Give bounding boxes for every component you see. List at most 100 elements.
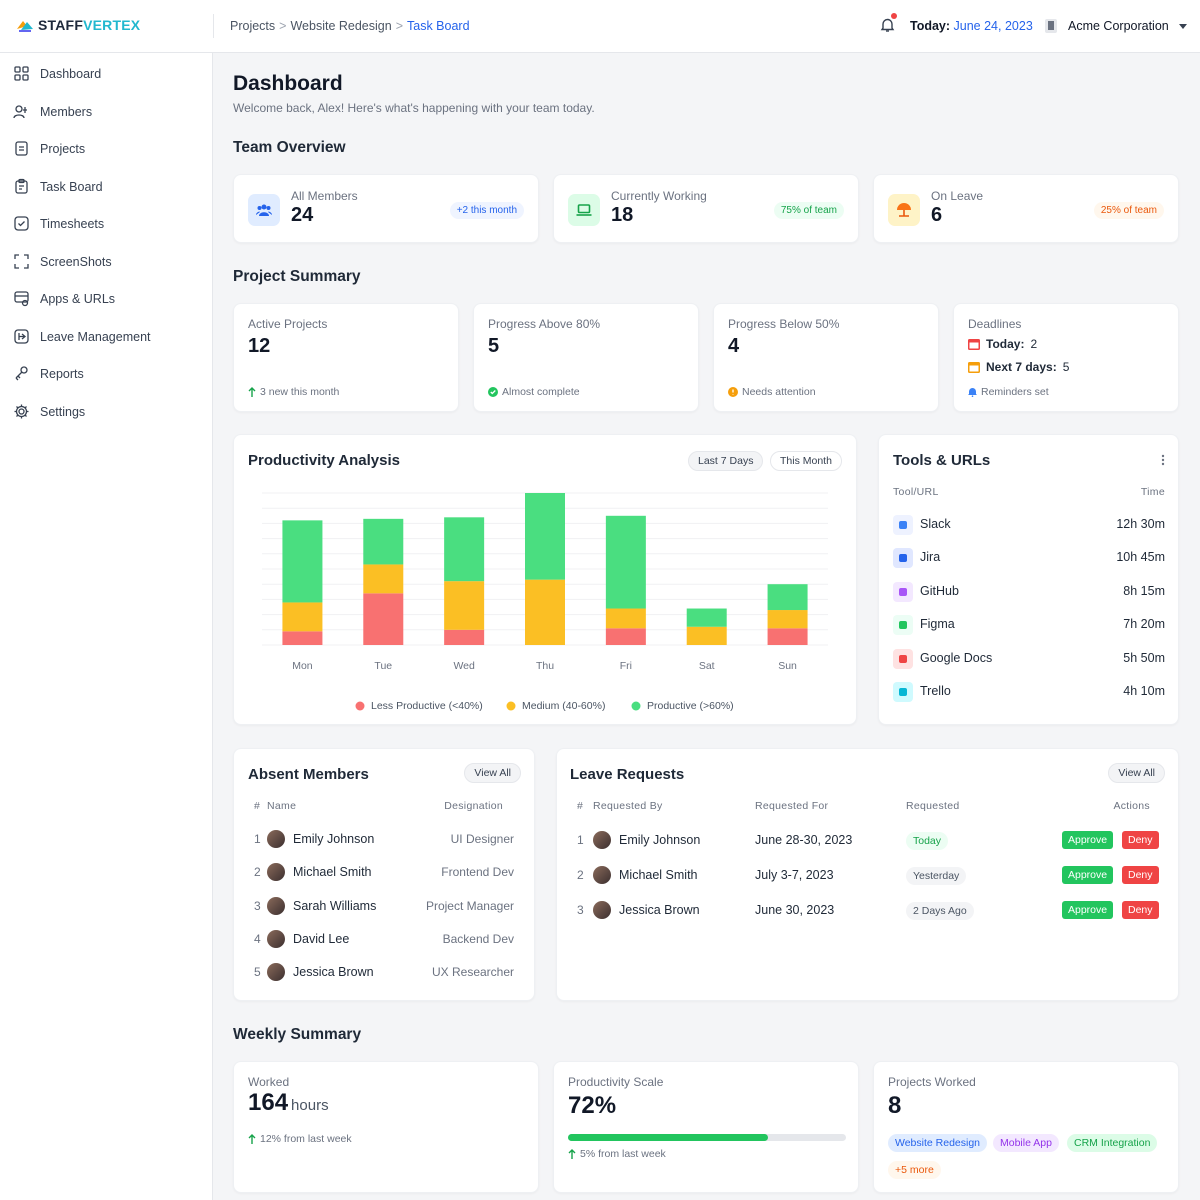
leave-requests-card: Leave Requests View All # Requested By R… <box>556 748 1179 1001</box>
requested-for: July 3-7, 2023 <box>755 868 834 882</box>
today-label: Today: <box>910 19 951 33</box>
card-productivity-scale[interactable]: Productivity Scale 72% 5% from last week <box>553 1061 859 1193</box>
tool-icon-dot <box>899 688 907 696</box>
tab-last-7-days[interactable]: Last 7 Days <box>688 451 764 471</box>
absent-row[interactable]: 2 Michael Smith Frontend Dev <box>254 863 514 883</box>
org-selector[interactable]: Acme Corporation <box>1044 18 1187 34</box>
card-deadlines[interactable]: Deadlines Today: 2 Next 7 days: 5 Reminder… <box>953 303 1179 412</box>
absent-title: Absent Members <box>248 766 369 783</box>
leave-title: Leave Requests <box>570 766 685 783</box>
breadcrumb-current[interactable]: Task Board <box>407 19 470 33</box>
tool-icon <box>893 548 913 569</box>
sidebar-item-screenshots[interactable]: ScreenShots <box>13 253 112 270</box>
card-projects-worked[interactable]: Projects Worked 8 Website Redesign Mobil… <box>873 1061 1179 1193</box>
tab-this-month[interactable]: This Month <box>770 451 842 471</box>
sidebar-item-label: Reports <box>40 366 84 381</box>
leave-row: 2 Michael Smith July 3-7, 2023 Yesterday… <box>577 865 1159 887</box>
tools-col-name: Tool/URL <box>893 486 939 498</box>
member-name: Michael Smith <box>293 865 372 880</box>
avatar <box>593 831 611 849</box>
reports-icon <box>15 366 28 381</box>
card-footer: Reminders set <box>968 386 1049 398</box>
tool-row[interactable]: Google Docs 5h 50m <box>893 648 1165 669</box>
card-progress-above[interactable]: Progress Above 80% 5 Almost complete <box>473 303 699 412</box>
breadcrumb-website-redesign[interactable]: Website Redesign <box>290 19 392 33</box>
card-worked[interactable]: Worked 164 hours 12% from last week <box>233 1061 539 1193</box>
progress-track <box>568 1134 846 1141</box>
bar-segment <box>444 517 485 582</box>
absent-col-designation: Designation <box>444 800 503 812</box>
sidebar-item-reports[interactable]: Reports <box>13 365 84 382</box>
notification-bell[interactable] <box>880 13 897 36</box>
tool-row[interactable]: Slack 12h 30m <box>893 515 1165 535</box>
absent-row[interactable]: 1 Emily Johnson UI Designer <box>254 830 514 850</box>
tool-row[interactable]: Figma 7h 20m <box>893 615 1165 636</box>
sidebar-item-projects[interactable]: Projects <box>13 140 85 157</box>
bar-segment <box>767 628 808 645</box>
absent-row[interactable]: 4 David Lee Backend Dev <box>254 929 514 950</box>
card-all-members[interactable]: All Members 24 +2 this month <box>233 174 539 243</box>
sidebar-item-members[interactable]: Members <box>13 103 92 120</box>
bar-segment <box>363 518 404 565</box>
leave-row: 3 Jessica Brown June 30, 2023 2 Days Ago… <box>577 900 1159 922</box>
check-square-icon <box>14 216 29 231</box>
tool-name: Jira <box>920 550 941 565</box>
x-tick-label: Fri <box>620 660 632 672</box>
users-icon <box>13 105 27 119</box>
breadcrumb-separator: > <box>395 19 403 33</box>
leave-view-all-button[interactable]: View All <box>1108 763 1165 783</box>
tool-row[interactable]: GitHub 8h 15m <box>893 581 1165 602</box>
sidebar-item-settings[interactable]: Settings <box>13 403 85 420</box>
card-label: Deadlines <box>968 317 1022 331</box>
projects-value: 8 <box>888 1092 902 1119</box>
member-name: Emily Johnson <box>293 832 375 846</box>
x-tick-label: Sun <box>778 660 797 672</box>
approve-button[interactable]: Approve <box>1062 866 1114 884</box>
brand-logo[interactable]: STAFF VERTEX <box>16 17 140 33</box>
absent-row[interactable]: 5 Jessica Brown UX Researcher <box>254 963 514 983</box>
productivity-card: Productivity Analysis Last 7 Days This M… <box>233 434 857 725</box>
requested-for: June 30, 2023 <box>755 903 835 917</box>
deadline-next-label: Next 7 days: <box>986 360 1057 374</box>
member-name: Sarah Williams <box>293 898 377 913</box>
more-vertical-icon[interactable] <box>1161 454 1165 466</box>
tool-row[interactable]: Jira 10h 45m <box>893 548 1165 569</box>
breadcrumb-projects[interactable]: Projects <box>230 19 276 33</box>
deny-button[interactable]: Deny <box>1122 901 1159 919</box>
sidebar-item-dashboard[interactable]: Dashboard <box>13 65 101 82</box>
sidebar-item-task-board[interactable]: Task Board <box>13 178 103 195</box>
sidebar-item-timesheets[interactable]: Timesheets <box>13 215 104 232</box>
project-tag[interactable]: CRM Integration <box>1067 1134 1158 1152</box>
requester-name: Emily Johnson <box>619 833 701 847</box>
card-footer: 3 new this month <box>248 386 339 398</box>
card-progress-below[interactable]: Progress Below 50% 4 Needs attention <box>713 303 939 412</box>
project-tag[interactable]: Mobile App <box>993 1134 1059 1152</box>
page-subtitle: Welcome back, Alex! Here's what's happen… <box>233 101 595 115</box>
requested-badge: Yesterday <box>906 867 967 885</box>
beach-umbrella-icon <box>888 194 920 226</box>
avatar <box>267 963 285 982</box>
project-tag-more[interactable]: +5 more <box>888 1161 941 1179</box>
project-tag[interactable]: Website Redesign <box>888 1134 988 1152</box>
deny-button[interactable]: Deny <box>1122 831 1159 849</box>
clipboard-icon <box>15 178 28 194</box>
card-active-projects[interactable]: Active Projects 12 3 new this month <box>233 303 459 412</box>
approve-button[interactable]: Approve <box>1062 901 1114 919</box>
card-currently-working[interactable]: Currently Working 18 75% of team <box>553 174 859 243</box>
absent-row[interactable]: 3 Sarah Williams Project Manager <box>254 896 514 917</box>
card-value: 6 <box>931 204 943 226</box>
sidebar-item-apps-urls[interactable]: Apps & URLs <box>13 290 115 307</box>
tool-icon <box>893 648 913 669</box>
avatar <box>267 863 285 882</box>
absent-view-all-button[interactable]: View All <box>464 763 521 783</box>
deadline-today-value: 2 <box>1030 337 1038 351</box>
top-bar: STAFF VERTEX Projects > Website Redesign … <box>0 0 1200 53</box>
card-label: Worked <box>248 1075 290 1089</box>
card-footer: 12% from last week <box>248 1133 352 1145</box>
approve-button[interactable]: Approve <box>1062 831 1114 849</box>
card-footer-text: 3 new this month <box>260 386 340 398</box>
tool-row[interactable]: Trello 4h 10m <box>893 682 1165 702</box>
deny-button[interactable]: Deny <box>1122 866 1159 884</box>
card-on-leave[interactable]: On Leave 6 25% of team <box>873 174 1179 243</box>
sidebar-item-leave-management[interactable]: Leave Management <box>13 328 151 345</box>
